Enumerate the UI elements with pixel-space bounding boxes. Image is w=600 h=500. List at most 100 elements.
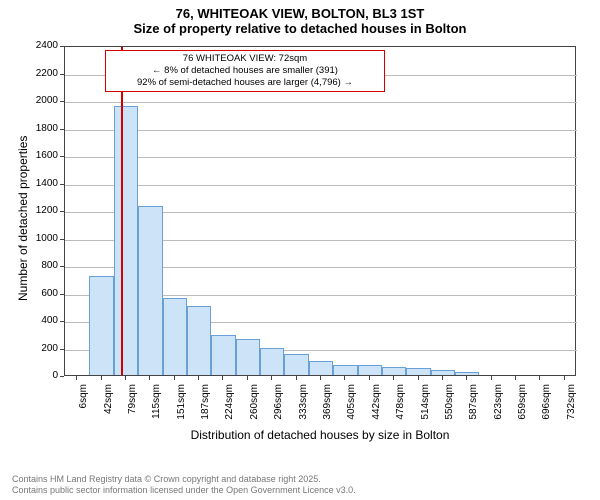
x-tick-mark	[76, 376, 77, 380]
histogram-bar	[455, 372, 479, 375]
footer-line-1: Contains HM Land Registry data © Crown c…	[12, 474, 356, 485]
y-tick-mark	[60, 239, 64, 240]
x-tick-label: 696sqm	[541, 384, 552, 434]
y-tick-label: 2000	[18, 95, 58, 106]
y-tick-label: 1600	[18, 150, 58, 161]
x-tick-label: 732sqm	[566, 384, 577, 434]
y-tick-label: 1200	[18, 205, 58, 216]
histogram-bar	[236, 339, 260, 375]
histogram-bar	[114, 106, 138, 376]
y-tick-mark	[60, 266, 64, 267]
y-tick-label: 1800	[18, 123, 58, 134]
x-tick-label: 659sqm	[517, 384, 528, 434]
y-tick-label: 2400	[18, 40, 58, 51]
histogram-bar	[358, 365, 382, 375]
y-gridline	[65, 157, 577, 158]
y-tick-mark	[60, 101, 64, 102]
reference-marker-line	[121, 47, 123, 375]
y-tick-label: 1400	[18, 178, 58, 189]
y-tick-label: 800	[18, 260, 58, 271]
y-tick-mark	[60, 211, 64, 212]
footer-line-2: Contains public sector information licen…	[12, 485, 356, 496]
y-tick-mark	[60, 321, 64, 322]
x-tick-mark	[466, 376, 467, 380]
x-tick-mark	[174, 376, 175, 380]
histogram-bar	[333, 365, 357, 375]
title-line1: 76, WHITEOAK VIEW, BOLTON, BL3 1ST	[0, 6, 600, 21]
y-gridline	[65, 102, 577, 103]
x-tick-label: 115sqm	[151, 384, 162, 434]
x-tick-mark	[149, 376, 150, 380]
x-tick-mark	[296, 376, 297, 380]
x-tick-label: 587sqm	[468, 384, 479, 434]
histogram-bar	[284, 354, 308, 375]
x-tick-label: 623sqm	[493, 384, 504, 434]
histogram-bar	[138, 206, 162, 375]
title-block: 76, WHITEOAK VIEW, BOLTON, BL3 1ST Size …	[0, 0, 600, 36]
histogram-bar	[382, 367, 406, 375]
y-tick-label: 2200	[18, 68, 58, 79]
x-tick-mark	[222, 376, 223, 380]
x-tick-mark	[564, 376, 565, 380]
x-tick-label: 296sqm	[273, 384, 284, 434]
x-tick-mark	[271, 376, 272, 380]
x-tick-label: 478sqm	[395, 384, 406, 434]
annotation-box: 76 WHITEOAK VIEW: 72sqm ← 8% of detached…	[105, 50, 385, 92]
y-tick-label: 1000	[18, 233, 58, 244]
x-tick-label: 6sqm	[78, 384, 89, 434]
x-tick-mark	[393, 376, 394, 380]
plot-area	[64, 46, 576, 376]
x-tick-label: 42sqm	[103, 384, 114, 434]
y-tick-mark	[60, 156, 64, 157]
y-tick-mark	[60, 184, 64, 185]
x-tick-mark	[320, 376, 321, 380]
y-tick-label: 400	[18, 315, 58, 326]
y-tick-mark	[60, 74, 64, 75]
y-tick-label: 200	[18, 343, 58, 354]
x-tick-mark	[101, 376, 102, 380]
histogram-bar	[260, 348, 284, 376]
histogram-bar	[406, 368, 430, 375]
x-tick-label: 333sqm	[298, 384, 309, 434]
y-tick-label: 600	[18, 288, 58, 299]
x-tick-mark	[369, 376, 370, 380]
y-tick-mark	[60, 376, 64, 377]
x-tick-mark	[418, 376, 419, 380]
x-tick-label: 514sqm	[420, 384, 431, 434]
x-tick-label: 260sqm	[249, 384, 260, 434]
histogram-bar	[309, 361, 333, 375]
annotation-line-3: 92% of semi-detached houses are larger (…	[110, 77, 380, 89]
x-tick-mark	[198, 376, 199, 380]
y-tick-mark	[60, 294, 64, 295]
x-tick-mark	[491, 376, 492, 380]
x-tick-label: 151sqm	[176, 384, 187, 434]
footer: Contains HM Land Registry data © Crown c…	[12, 474, 356, 497]
x-tick-label: 187sqm	[200, 384, 211, 434]
x-tick-label: 369sqm	[322, 384, 333, 434]
y-gridline	[65, 130, 577, 131]
x-tick-mark	[344, 376, 345, 380]
x-tick-mark	[247, 376, 248, 380]
x-tick-label: 442sqm	[371, 384, 382, 434]
y-tick-mark	[60, 349, 64, 350]
histogram-bar	[163, 298, 187, 375]
histogram-bar	[431, 370, 455, 376]
chart-container: 76, WHITEOAK VIEW, BOLTON, BL3 1ST Size …	[0, 0, 600, 500]
x-tick-label: 550sqm	[444, 384, 455, 434]
histogram-bar	[211, 335, 235, 375]
annotation-line-2: ← 8% of detached houses are smaller (391…	[110, 65, 380, 77]
x-tick-mark	[442, 376, 443, 380]
x-tick-mark	[515, 376, 516, 380]
y-gridline	[65, 185, 577, 186]
y-tick-mark	[60, 129, 64, 130]
x-tick-label: 405sqm	[346, 384, 357, 434]
y-tick-mark	[60, 46, 64, 47]
x-tick-mark	[125, 376, 126, 380]
annotation-line-1: 76 WHITEOAK VIEW: 72sqm	[110, 53, 380, 65]
title-line2: Size of property relative to detached ho…	[0, 21, 600, 36]
histogram-bar	[89, 276, 113, 375]
x-tick-label: 79sqm	[127, 384, 138, 434]
x-tick-mark	[539, 376, 540, 380]
y-tick-label: 0	[18, 370, 58, 381]
histogram-bar	[187, 306, 211, 375]
